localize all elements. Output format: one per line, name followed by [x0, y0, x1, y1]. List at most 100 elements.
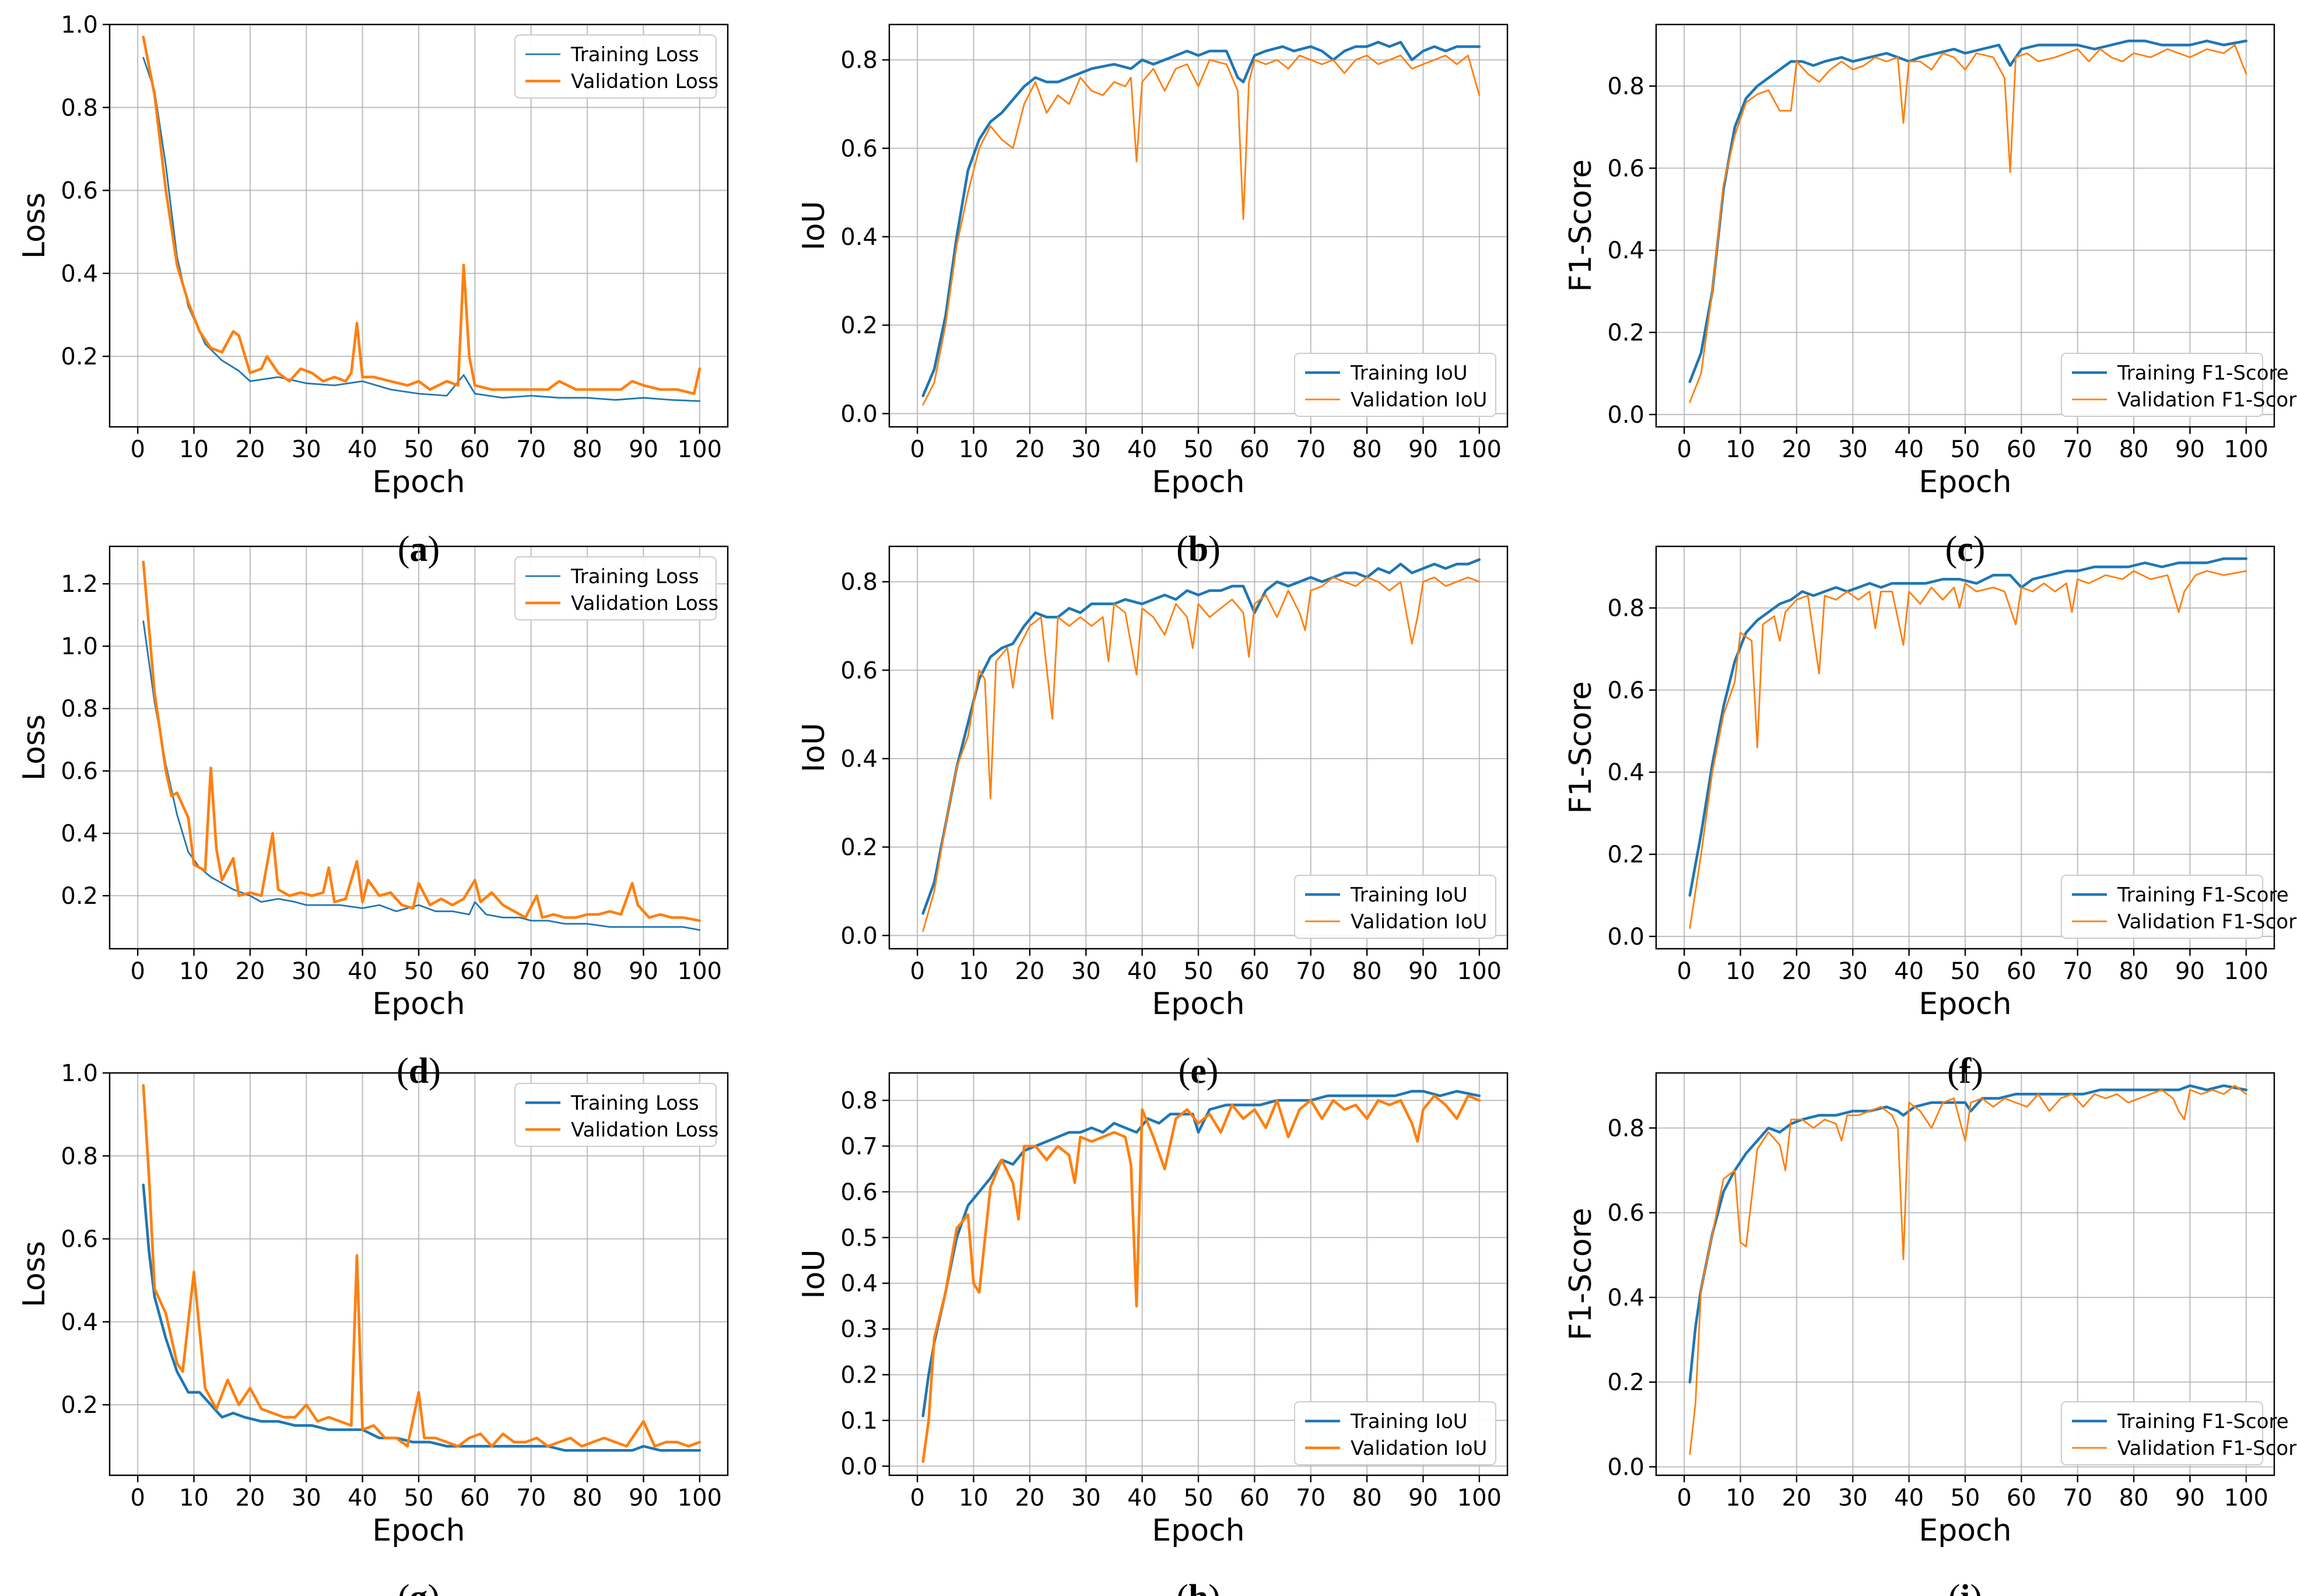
x-tick-label: 50 — [1184, 958, 1214, 985]
y-tick-label: 1.0 — [61, 633, 98, 660]
x-tick-label: 10 — [1726, 958, 1755, 985]
y-tick-label: 0.2 — [840, 313, 878, 339]
x-axis-label: Epoch — [1152, 1513, 1244, 1548]
y-tick-label: 0.6 — [1607, 677, 1644, 704]
y-tick-label: 0.4 — [61, 1309, 98, 1336]
x-tick-label: 20 — [235, 1485, 265, 1511]
legend-label: Validation Loss — [571, 70, 718, 93]
x-axis-label: Epoch — [1919, 1513, 2011, 1548]
x-tick-label: 0 — [1677, 1485, 1691, 1511]
x-tick-label: 30 — [292, 1485, 321, 1511]
x-tick-label: 80 — [1352, 958, 1382, 985]
x-tick-label: 70 — [2063, 958, 2092, 985]
x-tick-label: 60 — [2007, 1485, 2036, 1511]
x-tick-label: 80 — [2119, 436, 2149, 463]
y-tick-label: 0.8 — [840, 47, 878, 74]
x-axis-label: Epoch — [372, 987, 465, 1022]
series-line-training — [142, 57, 701, 402]
panel-caption-letter: f — [1959, 1051, 1972, 1091]
x-tick-label: 90 — [2175, 436, 2205, 463]
x-tick-label: 10 — [959, 1485, 988, 1511]
y-axis-label: IoU — [797, 201, 832, 250]
y-tick-label: 0.4 — [1607, 1285, 1644, 1311]
x-tick-label: 60 — [2007, 958, 2036, 985]
legend: Training Loss Validation Loss — [514, 556, 718, 620]
x-tick-label: 50 — [1184, 1485, 1214, 1511]
legend-label: Training F1-Score — [2117, 1410, 2289, 1433]
x-tick-label: 50 — [1951, 958, 1980, 985]
panel-g: 0 10 20 30 40 50 60 70 80 90 100 0.2 0.4 0.6 0.8 1.0 Epo… — [17, 1060, 729, 1596]
legend-box — [514, 556, 717, 620]
y-tick-label: 0.2 — [61, 1392, 98, 1419]
x-tick-label: 100 — [678, 436, 722, 463]
series-line-validation — [142, 36, 702, 395]
x-tick-label: 90 — [1408, 1485, 1438, 1511]
series-line-training — [1688, 39, 2248, 383]
legend: Training IoU Validation IoU — [1294, 875, 1496, 939]
y-tick-label: 0.4 — [1607, 759, 1644, 786]
x-tick-label: 60 — [1240, 1485, 1270, 1511]
y-tick-label: 0.3 — [840, 1316, 878, 1343]
x-axis-label: Epoch — [1919, 987, 2011, 1022]
panel-caption: (i) — [1948, 1578, 1983, 1596]
x-tick-label: 70 — [516, 958, 546, 985]
x-axis-label: Epoch — [1152, 465, 1244, 500]
y-tick-label: 0.0 — [1607, 1454, 1644, 1481]
x-tick-label: 80 — [2119, 1485, 2149, 1511]
x-tick-label: 0 — [130, 1485, 145, 1511]
x-tick-label: 10 — [959, 436, 988, 463]
x-tick-label: 10 — [1726, 436, 1755, 463]
y-tick-label: 0.6 — [840, 1179, 878, 1206]
y-tick-label: 0.6 — [840, 135, 878, 162]
y-tick-label: 0.4 — [840, 746, 878, 773]
x-tick-label: 50 — [1951, 1485, 1980, 1511]
y-axis-label: Loss — [17, 192, 52, 259]
y-tick-label: 0.4 — [1607, 237, 1644, 264]
x-tick-label: 70 — [2063, 1485, 2092, 1511]
panel-caption: (d) — [397, 1051, 441, 1091]
x-axis-label: Epoch — [1152, 987, 1244, 1022]
x-tick-label: 10 — [1726, 1485, 1755, 1511]
legend-label: Validation F1-Score — [2117, 1437, 2297, 1460]
x-tick-label: 70 — [1296, 436, 1325, 463]
panel-caption: (g) — [398, 1578, 440, 1596]
x-tick-label: 20 — [1015, 436, 1044, 463]
series-line-training — [921, 41, 1481, 398]
y-tick-label: 0.6 — [61, 758, 98, 785]
x-tick-label: 80 — [1352, 1485, 1382, 1511]
x-tick-label: 20 — [1782, 436, 1811, 463]
y-tick-label: 1.2 — [61, 571, 98, 598]
x-tick-label: 0 — [130, 958, 145, 985]
x-tick-label: 80 — [2119, 958, 2149, 985]
series-line-validation — [922, 576, 1481, 932]
y-tick-label: 0.4 — [840, 1271, 878, 1297]
x-tick-label: 90 — [629, 958, 658, 985]
y-tick-label: 0.6 — [1607, 155, 1644, 182]
series-line-validation — [1689, 570, 2247, 929]
x-tick-label: 30 — [292, 436, 321, 463]
y-tick-label: 0.0 — [840, 1453, 878, 1480]
x-tick-label: 50 — [1184, 436, 1214, 463]
x-tick-label: 0 — [910, 958, 924, 985]
legend-label: Validation IoU — [1351, 1437, 1487, 1460]
x-tick-label: 60 — [1240, 958, 1270, 985]
x-tick-label: 70 — [516, 1485, 546, 1511]
x-tick-label: 30 — [1838, 958, 1868, 985]
x-tick-label: 90 — [629, 436, 658, 463]
x-tick-label: 30 — [1071, 436, 1101, 463]
legend-box — [2061, 875, 2263, 939]
legend-box — [1294, 1401, 1496, 1465]
x-axis-label: Epoch — [1919, 465, 2011, 500]
panel-e: 0 10 20 30 40 50 60 70 80 90 100 0.0 0.2 0.4 0.6 0.8 Epo… — [797, 545, 1509, 1091]
y-axis-label: IoU — [797, 722, 832, 772]
y-tick-label: 0.0 — [840, 401, 878, 427]
panel-a: 0 10 20 30 40 50 60 70 80 90 100 0.2 0.4 0.6 0.8 1.0 Epo… — [17, 12, 729, 569]
legend-label: Training F1-Score — [2117, 883, 2289, 907]
x-tick-label: 40 — [1894, 1485, 1924, 1511]
series-line-training — [921, 1090, 1481, 1418]
x-tick-label: 0 — [130, 436, 145, 463]
x-tick-label: 20 — [1782, 958, 1811, 985]
legend-label: Training Loss — [570, 565, 699, 588]
series-line-validation — [921, 1094, 1481, 1463]
y-axis-label: F1-Score — [1563, 681, 1598, 813]
